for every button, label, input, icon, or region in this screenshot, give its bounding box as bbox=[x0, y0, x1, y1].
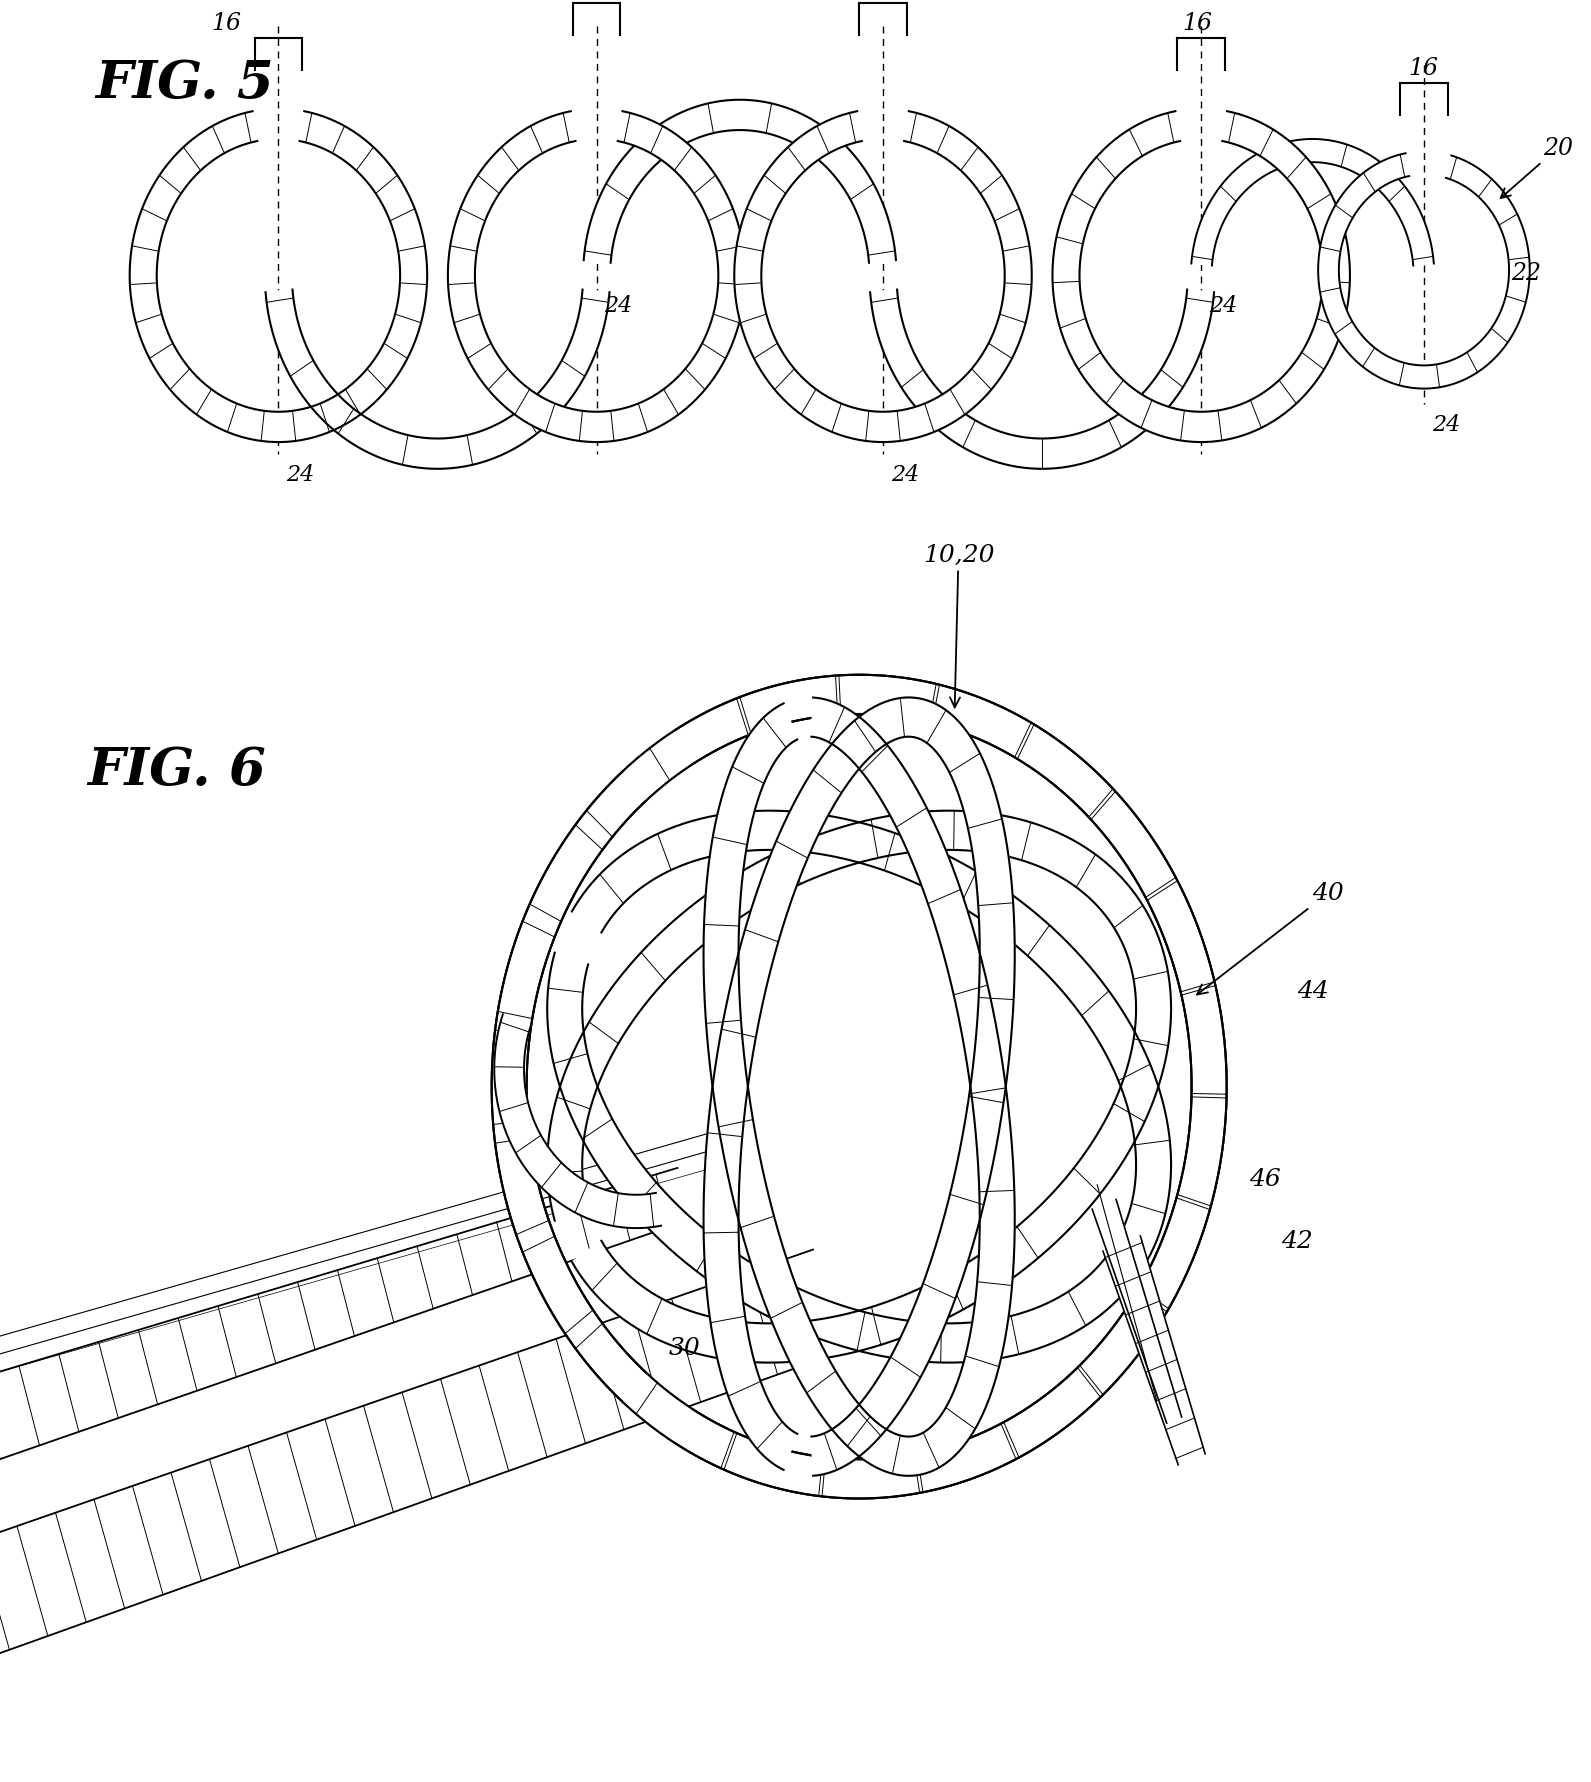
Polygon shape bbox=[1192, 141, 1433, 266]
Text: FIG. 5: FIG. 5 bbox=[95, 59, 274, 109]
Polygon shape bbox=[130, 112, 426, 442]
Polygon shape bbox=[547, 811, 1171, 1363]
Text: 24: 24 bbox=[891, 463, 920, 486]
Polygon shape bbox=[735, 112, 1031, 442]
Text: 24: 24 bbox=[1209, 294, 1238, 317]
Text: 24: 24 bbox=[286, 463, 315, 486]
Polygon shape bbox=[703, 699, 1015, 1475]
Text: 22: 22 bbox=[1511, 262, 1542, 285]
Polygon shape bbox=[492, 675, 1227, 1499]
Text: FIG. 6: FIG. 6 bbox=[88, 745, 266, 795]
Polygon shape bbox=[870, 290, 1214, 469]
Text: 24: 24 bbox=[605, 294, 633, 317]
Text: 42: 42 bbox=[1281, 1230, 1313, 1253]
Polygon shape bbox=[547, 811, 1171, 1363]
Polygon shape bbox=[703, 699, 1015, 1475]
Polygon shape bbox=[266, 290, 609, 469]
Polygon shape bbox=[495, 1014, 662, 1228]
Polygon shape bbox=[492, 675, 1227, 1499]
Polygon shape bbox=[1319, 155, 1529, 388]
Text: 20: 20 bbox=[1500, 137, 1573, 200]
Text: 16: 16 bbox=[212, 12, 242, 36]
Polygon shape bbox=[1103, 1237, 1204, 1465]
Text: 16: 16 bbox=[1182, 12, 1212, 36]
Polygon shape bbox=[449, 112, 745, 442]
Polygon shape bbox=[584, 102, 896, 264]
Text: 40: 40 bbox=[1196, 882, 1344, 994]
Polygon shape bbox=[1053, 112, 1349, 442]
Text: 44: 44 bbox=[1297, 980, 1328, 1003]
Text: 10,20: 10,20 bbox=[923, 544, 994, 707]
Text: 30: 30 bbox=[668, 1336, 700, 1360]
Text: 16: 16 bbox=[1408, 57, 1438, 80]
Polygon shape bbox=[0, 1169, 690, 1467]
Polygon shape bbox=[0, 1249, 842, 1659]
Text: 46: 46 bbox=[1249, 1167, 1281, 1190]
Text: 24: 24 bbox=[1432, 413, 1461, 437]
Polygon shape bbox=[493, 675, 1227, 1499]
Polygon shape bbox=[1091, 1199, 1182, 1424]
